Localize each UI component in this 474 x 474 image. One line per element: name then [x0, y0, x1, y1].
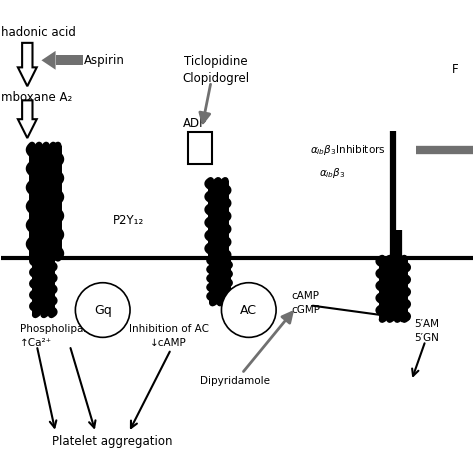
Circle shape — [221, 283, 276, 337]
Polygon shape — [55, 55, 83, 65]
Text: $\alpha_{Ib}\beta_3$: $\alpha_{Ib}\beta_3$ — [319, 166, 346, 181]
Text: hadonic acid: hadonic acid — [1, 26, 76, 38]
Text: P2Y₁₂: P2Y₁₂ — [113, 214, 144, 227]
Text: cAMP: cAMP — [291, 291, 319, 301]
Polygon shape — [18, 43, 36, 86]
Text: Aspirin: Aspirin — [84, 54, 125, 67]
Text: Inhibition of AC: Inhibition of AC — [128, 324, 209, 334]
Polygon shape — [41, 51, 55, 70]
Polygon shape — [18, 100, 36, 138]
Text: Ticlopidine
Clopidogrel: Ticlopidine Clopidogrel — [182, 55, 249, 85]
Text: ↓cAMP: ↓cAMP — [150, 338, 187, 348]
Text: ↑Ca²⁺: ↑Ca²⁺ — [20, 338, 52, 348]
Text: Phospholipase C: Phospholipase C — [20, 324, 106, 334]
Text: $\alpha_{Ib}\beta_3$Inhibitors: $\alpha_{Ib}\beta_3$Inhibitors — [310, 143, 386, 157]
Text: 5′AM: 5′AM — [414, 319, 439, 329]
Text: Dipyridamole: Dipyridamole — [200, 376, 270, 386]
Text: ADP: ADP — [183, 118, 207, 130]
Text: Platelet aggregation: Platelet aggregation — [52, 436, 173, 448]
Text: Gq: Gq — [94, 303, 111, 317]
Text: AC: AC — [240, 303, 257, 317]
Text: mboxane A₂: mboxane A₂ — [1, 91, 73, 104]
Text: F: F — [451, 63, 458, 76]
Circle shape — [75, 283, 130, 337]
Text: cGMP: cGMP — [291, 305, 320, 315]
Bar — [188, 132, 212, 164]
Text: 5′GN: 5′GN — [414, 333, 438, 343]
